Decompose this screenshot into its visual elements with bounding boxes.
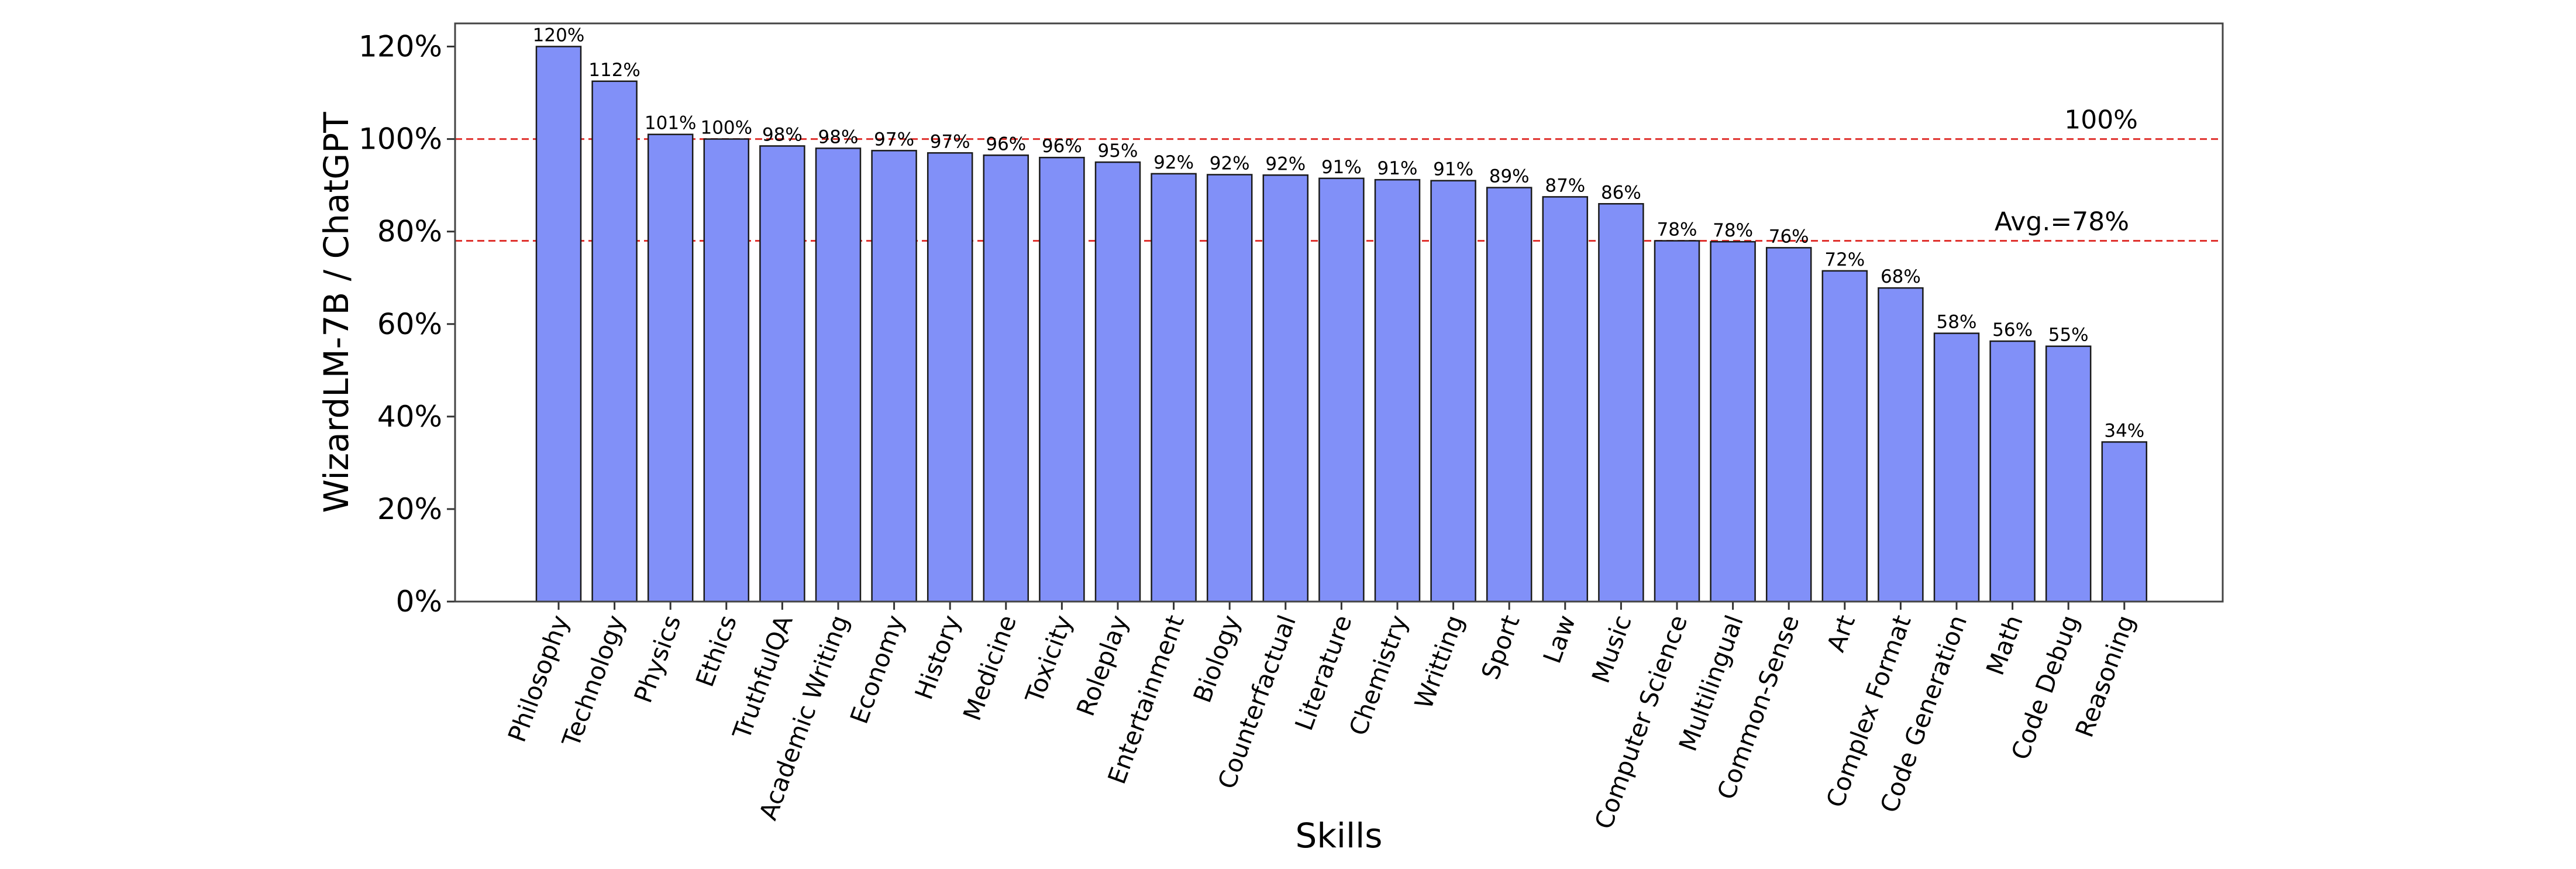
bar-value-label: 92% (1153, 152, 1194, 173)
bar-value-label: 98% (818, 126, 859, 147)
bar (1094, 161, 1141, 603)
bar-value-label: 95% (1098, 140, 1138, 162)
x-tick-label: Law (1538, 612, 1582, 667)
x-tick-label: Music (1586, 612, 1637, 687)
bar-value-label: 86% (1601, 182, 1641, 203)
x-tick-label: Toxicity (1020, 612, 1078, 707)
bar-value-label: 55% (2048, 325, 2089, 346)
bar-value-label: 112% (588, 60, 640, 81)
bar-value-label: 87% (1545, 175, 1585, 196)
bar (591, 80, 638, 603)
bar (871, 150, 917, 603)
bar (815, 147, 862, 603)
bar-value-label: 78% (1657, 219, 1697, 240)
bar-value-label: 97% (874, 129, 914, 150)
value-labels: 120%112%101% 100% 98% 98% 97% 97% 96% 96% 95%92%… (533, 25, 2145, 442)
x-tick-label: Ethics (690, 612, 742, 691)
x-tick-label: Medicine (958, 612, 1022, 724)
y-axis-ticks: 0% 20% 40% 60% 80% 100% 120% (359, 30, 455, 619)
y-tick-label: 0% (396, 585, 442, 619)
bars (535, 46, 2148, 603)
y-tick-label: 60% (377, 307, 442, 341)
y-axis-title: WizardLM-7B / ChatGPT (316, 112, 356, 513)
bar (1710, 241, 1756, 603)
x-tick-label: Math (1981, 612, 2029, 679)
bar (1374, 178, 1421, 603)
y-tick-label: 40% (377, 400, 442, 434)
bar-value-label: 92% (1265, 153, 1306, 174)
bar (1318, 177, 1365, 603)
bar (1598, 203, 1644, 603)
bar-value-label: 91% (1377, 158, 1418, 179)
x-tick-label: Biology (1188, 612, 1246, 706)
bar (1039, 156, 1085, 603)
bar-value-label: 100% (700, 118, 752, 139)
x-tick-label: Writting (1409, 612, 1469, 713)
bar (1151, 173, 1197, 603)
y-tick-label: 20% (377, 492, 442, 526)
x-tick-label: Literature (1289, 612, 1357, 734)
bar (927, 152, 973, 603)
reference-line-label: 100% (2064, 105, 2138, 135)
bar (1262, 174, 1309, 603)
reference-line-label: Avg.=78% (1995, 207, 2129, 236)
x-tick-label: Sport (1476, 612, 1525, 683)
bar (703, 138, 750, 603)
bar-value-label: 101% (645, 113, 697, 134)
bar-value-label: 120% (533, 25, 585, 46)
x-tick-label: Economy (845, 612, 910, 728)
bar-value-label: 58% (1937, 312, 1977, 333)
bar (1542, 196, 1589, 603)
bar-value-label: 96% (986, 133, 1026, 154)
bar (1878, 287, 1924, 603)
y-tick-label: 80% (377, 215, 442, 249)
bar-value-label: 56% (1992, 320, 2033, 341)
bar (759, 145, 805, 603)
plot-frame (454, 22, 2224, 603)
bar-value-label: 68% (1881, 266, 1921, 287)
bar (1206, 174, 1253, 603)
bar-value-label: 72% (1824, 249, 1865, 270)
bar (1486, 187, 1532, 603)
x-tick-label: Art (1821, 612, 1861, 655)
bar-value-label: 34% (2104, 420, 2144, 441)
bar (983, 154, 1029, 603)
bar (1654, 240, 1700, 603)
y-tick-label: 120% (359, 30, 442, 64)
bar (535, 46, 582, 603)
bar (1933, 332, 1980, 603)
bar-value-label: 91% (1321, 157, 1362, 178)
x-tick-label: Physics (628, 612, 686, 707)
bar (1765, 247, 1812, 603)
bar (2101, 441, 2148, 603)
bar (647, 133, 694, 603)
bar-value-label: 98% (762, 124, 803, 145)
bar-value-label: 92% (1210, 153, 1250, 174)
bar-value-label: 97% (930, 131, 970, 152)
bar (1821, 270, 1868, 603)
bar (1430, 180, 1476, 603)
bar (2045, 345, 2092, 603)
y-tick-label: 100% (359, 122, 442, 156)
x-tick-label: History (909, 612, 966, 703)
x-axis-title: Skills (1296, 816, 1383, 856)
bar-value-label: 78% (1713, 220, 1753, 241)
bar-value-label: 91% (1433, 159, 1473, 180)
bar-value-label: 76% (1769, 226, 1809, 247)
bar-value-label: 89% (1489, 166, 1530, 187)
bar-value-label: 96% (1042, 136, 1082, 157)
bar (1989, 340, 2036, 603)
x-tick-label: Roleplay (1071, 612, 1134, 720)
